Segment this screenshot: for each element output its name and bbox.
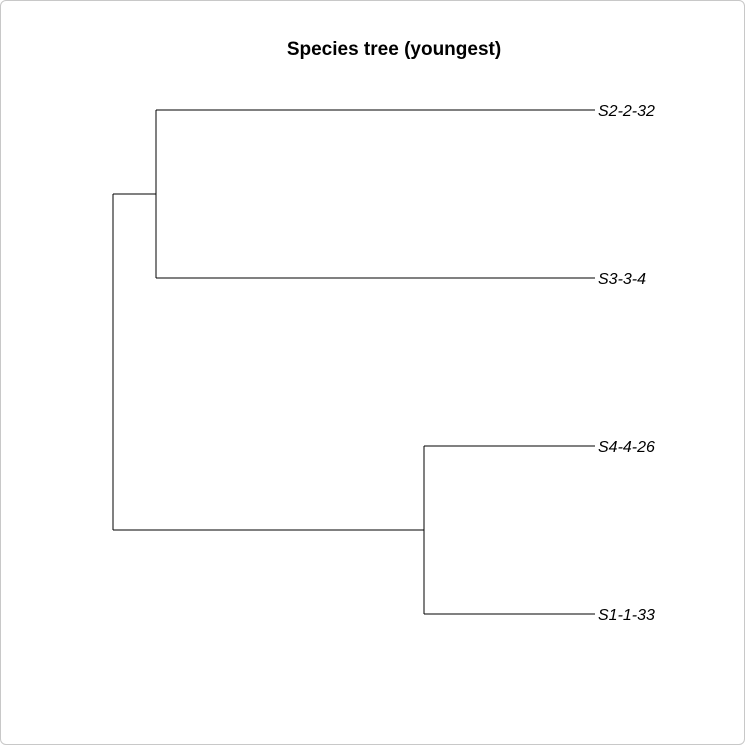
tree-branches <box>112 109 595 615</box>
tip-label-s2: S2-2-32 <box>598 103 655 120</box>
tip-label-s4: S4-4-26 <box>598 439 655 456</box>
tip-label-s1: S1-1-33 <box>598 607 655 624</box>
plot-title: Species tree (youngest) <box>287 39 501 60</box>
tip-label-s3: S3-3-4 <box>598 271 646 288</box>
tip-labels: S2-2-32 S3-3-4 S4-4-26 S1-1-33 <box>598 103 655 624</box>
